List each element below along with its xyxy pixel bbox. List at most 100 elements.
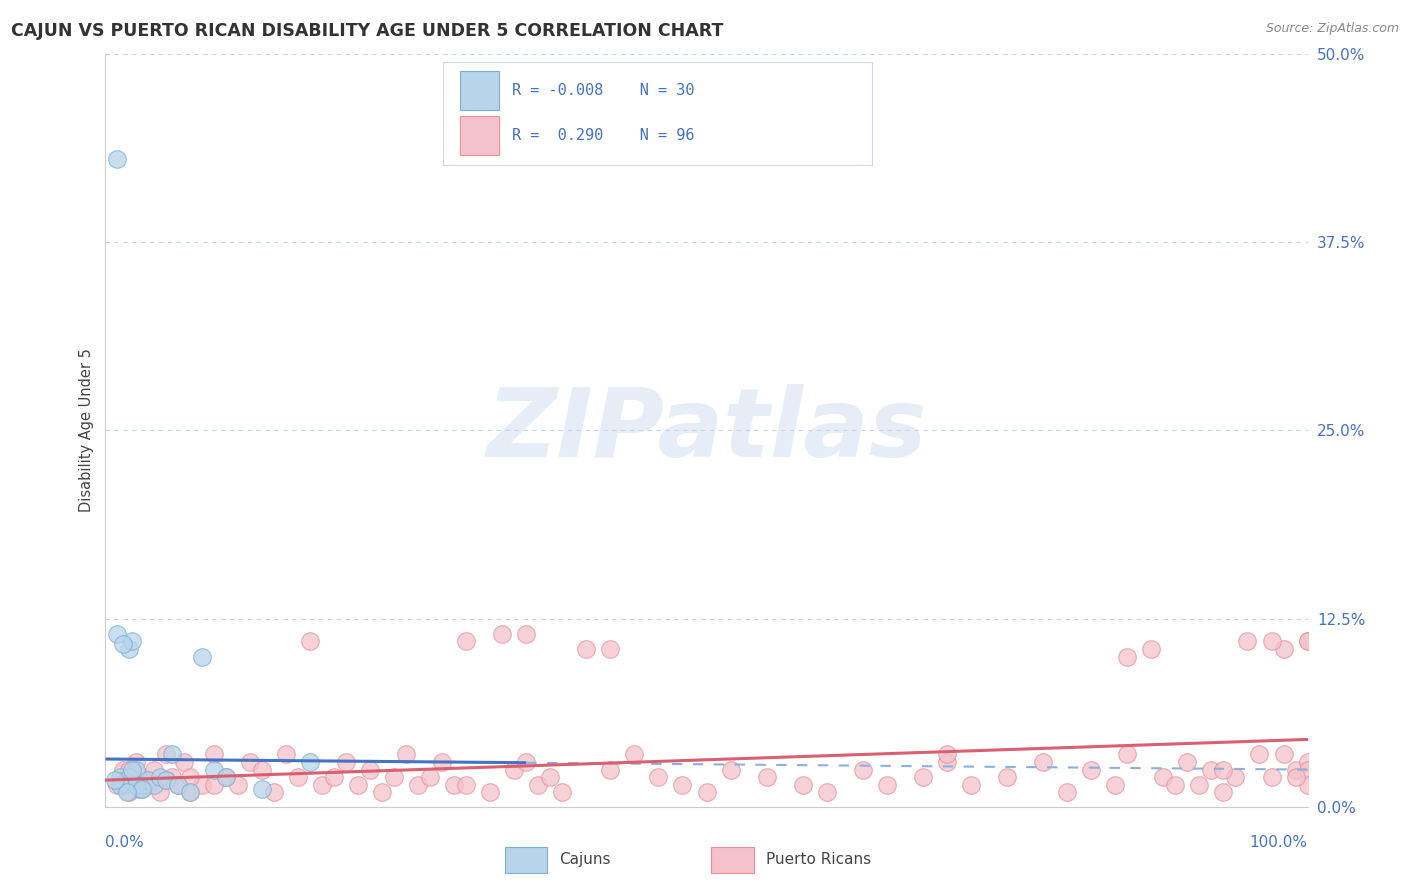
- Text: Source: ZipAtlas.com: Source: ZipAtlas.com: [1265, 22, 1399, 36]
- Point: [1056, 785, 1078, 799]
- Point: [454, 634, 477, 648]
- Point: [1152, 770, 1174, 784]
- Point: [359, 763, 381, 777]
- Point: [443, 778, 465, 792]
- Point: [551, 785, 574, 799]
- Point: [527, 778, 550, 792]
- Point: [852, 763, 875, 777]
- Point: [911, 770, 934, 784]
- Point: [1175, 755, 1198, 769]
- Point: [108, 770, 131, 784]
- Point: [1225, 770, 1247, 784]
- Y-axis label: Disability Age Under 5: Disability Age Under 5: [79, 349, 94, 512]
- Point: [136, 773, 159, 788]
- Point: [179, 785, 201, 799]
- Point: [274, 747, 297, 762]
- Text: R =  0.290    N = 96: R = 0.290 N = 96: [512, 128, 695, 143]
- Text: 100.0%: 100.0%: [1250, 836, 1308, 850]
- Point: [1296, 634, 1319, 648]
- Point: [538, 770, 561, 784]
- Point: [936, 747, 959, 762]
- Point: [406, 778, 429, 792]
- Point: [599, 642, 621, 657]
- Point: [491, 627, 513, 641]
- Point: [173, 755, 195, 769]
- Point: [515, 755, 537, 769]
- Point: [131, 782, 153, 797]
- Point: [1260, 770, 1282, 784]
- Point: [815, 785, 838, 799]
- Point: [454, 778, 477, 792]
- Point: [155, 773, 177, 788]
- Point: [1296, 778, 1319, 792]
- Point: [696, 785, 718, 799]
- Point: [104, 773, 127, 788]
- Point: [121, 634, 143, 648]
- Point: [419, 770, 441, 784]
- Point: [190, 778, 212, 792]
- Bar: [711, 847, 754, 872]
- Point: [1104, 778, 1126, 792]
- Point: [107, 778, 129, 792]
- Point: [347, 778, 370, 792]
- Point: [395, 747, 418, 762]
- Point: [112, 763, 135, 777]
- Point: [995, 770, 1018, 784]
- Point: [599, 763, 621, 777]
- Point: [1212, 785, 1234, 799]
- Point: [118, 770, 141, 784]
- Point: [671, 778, 693, 792]
- Point: [1296, 634, 1319, 648]
- Point: [755, 770, 778, 784]
- Point: [311, 778, 333, 792]
- Point: [1080, 763, 1102, 777]
- Point: [250, 763, 273, 777]
- Bar: [460, 70, 499, 110]
- Point: [202, 747, 225, 762]
- Point: [1284, 770, 1306, 784]
- Point: [142, 778, 165, 792]
- Point: [148, 770, 170, 784]
- Point: [214, 770, 236, 784]
- Point: [503, 763, 526, 777]
- Point: [335, 755, 357, 769]
- Point: [1236, 634, 1258, 648]
- Point: [124, 755, 146, 769]
- Point: [202, 778, 225, 792]
- Text: ZIPatlas: ZIPatlas: [486, 384, 927, 477]
- Bar: [460, 116, 499, 155]
- Point: [166, 778, 188, 792]
- Point: [1296, 763, 1319, 777]
- Point: [515, 627, 537, 641]
- Point: [1272, 747, 1295, 762]
- Point: [1164, 778, 1187, 792]
- Point: [107, 627, 129, 641]
- Text: Puerto Ricans: Puerto Ricans: [766, 853, 872, 867]
- Point: [136, 778, 159, 792]
- Point: [112, 637, 135, 651]
- Point: [1260, 634, 1282, 648]
- Point: [287, 770, 309, 784]
- Point: [128, 782, 150, 797]
- Point: [118, 763, 141, 777]
- Point: [371, 785, 394, 799]
- Point: [115, 785, 138, 799]
- Point: [792, 778, 814, 792]
- Point: [108, 778, 131, 792]
- Point: [1296, 755, 1319, 769]
- Point: [121, 763, 143, 777]
- Point: [298, 755, 321, 769]
- Point: [1201, 763, 1223, 777]
- Point: [160, 747, 183, 762]
- Point: [322, 770, 344, 784]
- Point: [960, 778, 983, 792]
- Point: [112, 778, 135, 792]
- Point: [166, 778, 188, 792]
- Point: [142, 763, 165, 777]
- Point: [1212, 763, 1234, 777]
- Point: [160, 770, 183, 784]
- Point: [239, 755, 262, 769]
- Point: [131, 778, 153, 792]
- Point: [148, 785, 170, 799]
- Point: [936, 755, 959, 769]
